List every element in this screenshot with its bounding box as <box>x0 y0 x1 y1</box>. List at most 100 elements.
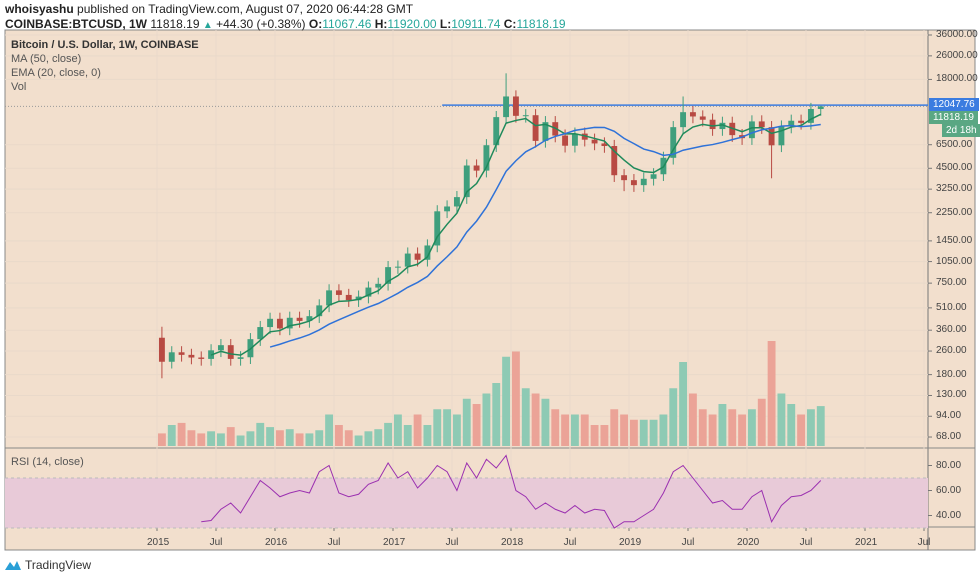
candle-body <box>650 174 657 179</box>
price-tick-label: 360.00 <box>936 324 967 336</box>
candle-body <box>522 115 529 117</box>
volume-bar <box>226 427 235 446</box>
candle-body <box>385 267 392 284</box>
volume-bar <box>502 356 511 446</box>
candle-body <box>404 253 411 267</box>
logo-text: TradingView <box>25 558 92 572</box>
symbol: COINBASE:BTCUSD, 1W <box>5 17 148 31</box>
candle-body <box>316 305 323 317</box>
time-tick-label: 2020 <box>737 537 760 548</box>
price-tick-label: 1450.00 <box>936 234 973 246</box>
candle-body <box>158 337 165 362</box>
candle-body <box>630 180 637 186</box>
volume-bar <box>246 431 255 446</box>
candle-body <box>444 206 451 212</box>
volume-bar <box>521 388 530 446</box>
candle-body <box>532 115 539 141</box>
candle-body <box>463 165 470 198</box>
price-tick-label: 1050.00 <box>936 255 973 267</box>
candle-body <box>512 96 519 116</box>
volume-bar <box>315 430 324 446</box>
time-tick-label: 2021 <box>855 537 878 548</box>
candle-body <box>335 290 342 295</box>
time-tick-label: Jul <box>327 537 341 548</box>
candle-body <box>424 245 431 260</box>
candle-body <box>168 352 175 362</box>
time-tick-label: Jul <box>917 537 931 548</box>
volume-bar <box>325 414 334 446</box>
candle-body <box>748 121 755 139</box>
legend-title[interactable]: Bitcoin / U.S. Dollar, 1W, COINBASE <box>11 39 199 51</box>
author-name[interactable]: whoisyashu <box>5 2 74 16</box>
chart-background <box>4 29 976 551</box>
volume-bar <box>806 409 815 446</box>
rsi-legend[interactable]: RSI (14, close) <box>11 456 84 468</box>
price-tick-label: 750.00 <box>936 277 967 289</box>
close-value: 11818.19 <box>516 17 566 31</box>
rsi-line <box>201 454 822 529</box>
price-tick-label: 260.00 <box>936 345 967 357</box>
time-tick-label: Jul <box>445 537 459 548</box>
volume-bar <box>580 414 589 446</box>
chart-legend: Bitcoin / U.S. Dollar, 1W, COINBASE MA (… <box>11 38 199 94</box>
candle-body <box>227 345 234 359</box>
price-tick-label: 3250.00 <box>936 183 973 195</box>
volume-bar <box>344 430 353 446</box>
price-tick-label: 4500.00 <box>936 162 973 174</box>
candle-body <box>237 357 244 359</box>
open-value: 11067.46 <box>322 17 372 31</box>
volume-bar <box>659 414 668 446</box>
time-tick-label: Jul <box>681 537 695 548</box>
time-tick-label: 2016 <box>265 537 288 548</box>
volume-bar <box>266 427 275 446</box>
ma-line <box>269 123 821 348</box>
legend-vol[interactable]: Vol <box>11 81 27 93</box>
publish-info: whoisyashu published on TradingView.com,… <box>5 2 413 16</box>
volume-bar <box>757 398 766 446</box>
volume-bar <box>167 425 176 446</box>
volume-bar <box>649 419 658 446</box>
candle-body <box>778 126 785 146</box>
candle-body <box>345 294 352 301</box>
candle-body <box>709 119 716 130</box>
volume-bar <box>433 409 442 446</box>
candle-body <box>375 283 382 288</box>
candle-body <box>434 211 441 246</box>
legend-ma[interactable]: MA (50, close) <box>11 53 82 65</box>
rsi-tick-label: 40.00 <box>936 509 962 521</box>
volume-bar <box>708 414 717 446</box>
countdown-tag: 2d 18h <box>942 124 980 137</box>
tradingview-logo[interactable]: TradingView <box>4 558 91 572</box>
candle-body <box>217 345 224 351</box>
volume-bar <box>600 425 609 446</box>
rsi-tick-label: 60.00 <box>936 484 962 496</box>
candle-body <box>493 117 500 146</box>
ema-line <box>210 113 822 356</box>
candle-body <box>699 116 706 120</box>
price-tick-label: 18000.00 <box>936 73 978 85</box>
last-price-tag: 11818.19 <box>929 111 978 125</box>
volume-bar <box>747 409 756 446</box>
low-value: 10911.74 <box>451 17 501 31</box>
volume-bar <box>797 414 806 446</box>
volume-bar <box>443 409 452 446</box>
candle-body <box>355 296 362 301</box>
candle-body <box>601 143 608 147</box>
volume-bar <box>393 414 402 446</box>
time-tick-label: Jul <box>209 537 223 548</box>
volume-bar <box>374 429 383 446</box>
candle-body <box>286 317 293 329</box>
volume-bar <box>570 414 579 446</box>
high-label: H: <box>374 17 388 31</box>
volume-bar <box>816 406 825 446</box>
volume-bar <box>403 425 412 446</box>
tradingview-logo-icon <box>5 561 21 570</box>
candle-body <box>611 146 618 176</box>
legend-ema[interactable]: EMA (20, close, 0) <box>11 67 101 79</box>
volume-bar <box>639 419 648 446</box>
price-change: +44.30 (+0.38%) <box>216 17 306 31</box>
candle-body <box>483 145 490 171</box>
volume-bar <box>187 430 196 446</box>
candle-body <box>178 352 185 355</box>
